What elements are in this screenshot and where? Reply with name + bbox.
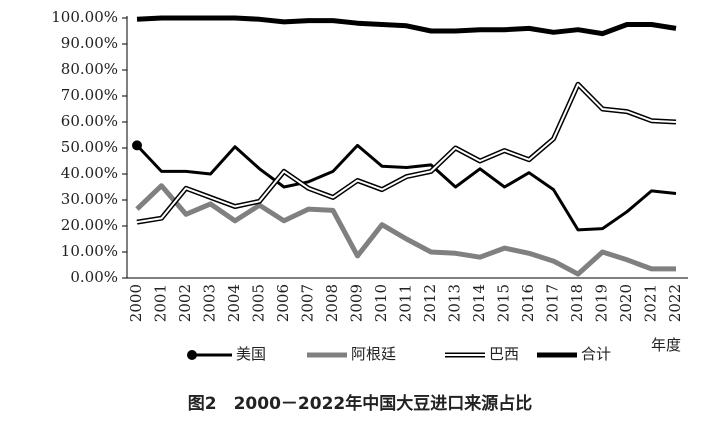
x-tick-label: 2002 xyxy=(176,284,194,322)
x-tick-label: 2008 xyxy=(323,284,341,322)
x-tick-label: 2019 xyxy=(593,284,611,322)
x-tick-label: 2003 xyxy=(201,284,219,322)
x-tick-label: 2010 xyxy=(372,284,390,322)
x-tick-label: 2013 xyxy=(446,284,464,322)
series-line xyxy=(135,143,677,232)
x-tick-label: 2005 xyxy=(250,284,268,322)
x-tick-label: 2015 xyxy=(495,284,513,322)
x-tick-label: 2007 xyxy=(299,284,317,322)
x-tick-label: 2009 xyxy=(348,284,366,322)
series-line xyxy=(136,15,677,37)
y-tick-label: 90.00% xyxy=(61,34,118,52)
x-tick-label: 2011 xyxy=(397,284,415,322)
x-tick-label: 2004 xyxy=(225,284,243,322)
x-tick-label: 2018 xyxy=(568,284,586,322)
y-tick-label: 40.00% xyxy=(61,164,118,182)
legend-label: 合计 xyxy=(581,345,611,363)
series-line xyxy=(135,183,676,277)
x-tick-label: 2014 xyxy=(470,284,488,322)
y-tick-label: 80.00% xyxy=(61,60,118,78)
y-tick-label: 50.00% xyxy=(61,138,118,156)
chart-title: 图2 2000－2022年中国大豆进口来源占比 xyxy=(188,393,532,414)
y-tick-label: 0.00% xyxy=(70,268,118,286)
y-tick-label: 100.00% xyxy=(51,8,118,26)
point-marker xyxy=(132,140,142,151)
legend-label: 美国 xyxy=(236,345,266,363)
x-tick-label: 2006 xyxy=(274,284,292,322)
x-tick-label: 2001 xyxy=(152,284,170,322)
legend-marker xyxy=(187,350,197,360)
x-axis-label: 年度 xyxy=(651,336,681,354)
x-tick-label: 2020 xyxy=(617,284,635,322)
legend-label: 巴西 xyxy=(489,345,519,363)
y-tick-label: 10.00% xyxy=(61,242,118,260)
x-tick-label: 2000 xyxy=(127,284,145,322)
y-tick-label: 30.00% xyxy=(61,190,118,208)
x-tick-label: 2021 xyxy=(642,284,660,322)
y-tick-label: 20.00% xyxy=(61,216,118,234)
x-tick-label: 2017 xyxy=(544,284,562,322)
legend-label: 阿根廷 xyxy=(351,345,396,363)
y-tick-label: 60.00% xyxy=(61,112,118,130)
x-tick-label: 2016 xyxy=(519,284,537,322)
x-tick-label: 2022 xyxy=(666,284,684,322)
x-tick-label: 2012 xyxy=(421,284,439,322)
series-line xyxy=(136,83,677,224)
y-tick-label: 70.00% xyxy=(61,86,118,104)
